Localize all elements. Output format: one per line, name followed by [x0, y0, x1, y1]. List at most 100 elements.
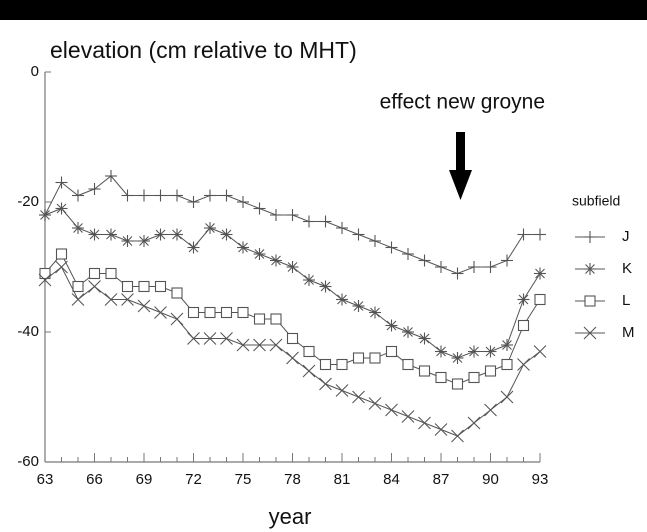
data-point — [451, 267, 464, 280]
data-point-stroke — [302, 364, 316, 378]
data-point-box — [501, 358, 513, 371]
data-point — [171, 189, 183, 202]
data-point — [237, 196, 249, 208]
x-tick-label: 78 — [284, 471, 301, 488]
arrow — [449, 132, 472, 200]
data-point-stroke — [484, 403, 497, 417]
data-point — [517, 293, 530, 306]
data-point — [369, 352, 381, 364]
data-point — [319, 358, 332, 371]
data-point — [352, 352, 365, 364]
data-point — [138, 280, 150, 293]
data-point-stroke — [104, 293, 118, 306]
legend-title: subfield — [572, 193, 620, 209]
data-point-stroke — [286, 351, 299, 365]
data-point-stroke — [451, 429, 464, 443]
data-point — [303, 345, 315, 358]
data-point — [39, 209, 51, 221]
data-point — [204, 222, 216, 234]
data-point — [451, 352, 464, 364]
data-point — [105, 267, 117, 280]
data-point-stroke — [271, 255, 281, 266]
data-point — [302, 364, 316, 378]
data-point — [138, 189, 150, 202]
data-point — [484, 345, 497, 358]
data-point — [468, 371, 480, 384]
data-point — [352, 300, 365, 312]
y-tick-label: -20 — [17, 193, 39, 210]
data-point — [286, 332, 299, 345]
data-point — [171, 228, 183, 241]
data-point-stroke — [40, 210, 50, 220]
x-tick-label: 69 — [136, 471, 153, 488]
data-point-box — [171, 287, 183, 299]
data-point — [220, 332, 233, 345]
data-point — [517, 319, 530, 332]
data-point — [435, 345, 447, 358]
data-point — [72, 280, 84, 293]
legend-label: M — [622, 324, 635, 341]
data-point-stroke — [220, 332, 233, 345]
data-point — [88, 228, 101, 241]
data-point-stroke — [73, 223, 83, 233]
data-point-stroke — [154, 306, 167, 319]
data-point-box — [517, 319, 530, 332]
data-point — [533, 345, 547, 358]
data-point-box — [352, 352, 365, 364]
data-point-stroke — [502, 340, 512, 350]
data-point-box — [72, 280, 84, 293]
data-point-stroke — [304, 275, 314, 285]
data-point-stroke — [436, 346, 446, 357]
legend-marker-stroke — [585, 264, 595, 274]
data-point-box — [253, 313, 266, 325]
data-point — [385, 241, 398, 254]
data-point — [55, 248, 68, 260]
data-point — [335, 384, 349, 397]
data-point — [501, 254, 513, 267]
data-point-stroke — [172, 229, 182, 240]
data-point — [39, 267, 51, 280]
data-point-box — [154, 280, 167, 293]
data-point-stroke — [352, 390, 365, 404]
data-point-stroke — [467, 416, 481, 430]
data-point-stroke — [385, 403, 398, 417]
data-point — [269, 338, 283, 352]
data-point-stroke — [386, 320, 397, 331]
data-point-stroke — [122, 236, 133, 246]
data-point-box — [220, 306, 233, 319]
data-point-stroke — [38, 273, 52, 287]
data-point — [121, 280, 134, 293]
data-point — [253, 313, 266, 325]
data-point-box — [138, 280, 150, 293]
data-point-box — [418, 365, 431, 377]
data-point-stroke — [88, 280, 101, 293]
legend-item: K — [575, 260, 632, 277]
data-point — [154, 228, 167, 241]
x-tick-label: 72 — [185, 471, 202, 488]
data-point-box — [286, 332, 299, 345]
data-point-stroke — [269, 338, 283, 352]
data-point — [121, 189, 134, 202]
data-point — [336, 222, 348, 234]
annotation: effect new groyne — [380, 91, 545, 114]
data-point-box — [39, 267, 51, 280]
data-point — [501, 339, 513, 351]
data-point — [204, 189, 216, 202]
data-point — [385, 319, 398, 332]
x-tick-label: 63 — [37, 471, 54, 488]
data-point — [72, 222, 84, 234]
data-point — [187, 332, 200, 345]
data-point — [401, 410, 415, 423]
data-point — [237, 241, 249, 254]
data-point — [336, 358, 348, 371]
data-point-stroke — [401, 410, 415, 423]
data-point — [71, 293, 85, 306]
data-point-stroke — [469, 346, 479, 357]
data-point — [368, 397, 382, 410]
data-point — [154, 189, 167, 202]
data-point-stroke — [254, 249, 265, 259]
data-point — [203, 332, 217, 345]
data-point — [286, 261, 299, 273]
data-point-stroke — [500, 390, 514, 404]
